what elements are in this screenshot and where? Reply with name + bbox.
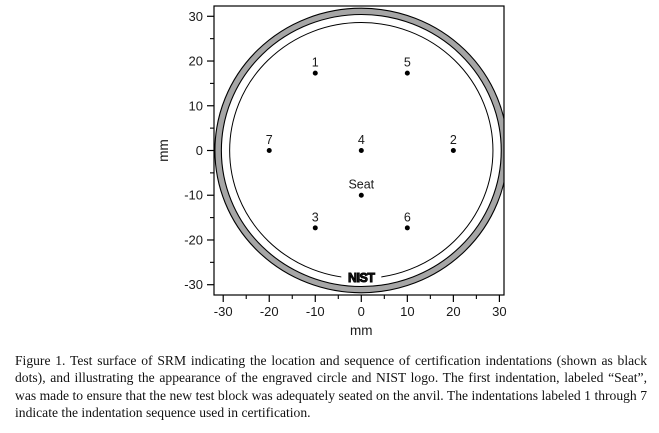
outer-ring-inner-edge (220, 13, 502, 288)
x-tick-label: 20 (446, 304, 460, 319)
y-tick-label: 10 (189, 98, 203, 113)
plot-interior: NIST (214, 7, 504, 294)
data-point-5 (404, 70, 410, 76)
point-label-6: 6 (404, 210, 411, 224)
point-label-4: 4 (358, 133, 365, 147)
logo-background (341, 270, 382, 285)
data-point-2 (450, 148, 456, 153)
point-label-3: 3 (312, 210, 319, 224)
data-point-7 (266, 148, 272, 153)
x-axis-label: mm (350, 323, 373, 338)
y-tick-label: -20 (184, 232, 203, 247)
srm-test-surface-plot: NIST 1 5 7 4 2 Seat 3 6 -30 -20 -10 0 10 20 30 -30 -20 -10… (156, 5, 507, 338)
x-tick-label: 0 (358, 304, 365, 319)
y-tick-label: 30 (189, 9, 203, 24)
point-label-5: 5 (404, 56, 411, 70)
point-label-2: 2 (450, 133, 457, 147)
point-label-7: 7 (266, 133, 273, 147)
data-point-3 (312, 225, 318, 231)
figure-caption: Figure 1. Test surface of SRM indicating… (15, 353, 647, 421)
outer-ring-outer-edge (214, 7, 504, 294)
x-tick-label: -30 (214, 304, 233, 319)
x-tick-label: -10 (306, 304, 325, 319)
y-tick-label: -10 (184, 188, 203, 203)
nist-logo: NIST (348, 271, 375, 285)
x-tick-label: -20 (260, 304, 279, 319)
x-tick-label: 10 (400, 304, 414, 319)
y-axis-label: mm (156, 139, 171, 162)
y-tick-label: 0 (196, 143, 203, 158)
data-point-4 (358, 148, 364, 153)
point-label-seat: Seat (348, 178, 374, 192)
outer-ring-band (215, 8, 504, 293)
data-point-seat (358, 192, 364, 198)
y-tick-label: 20 (189, 54, 203, 69)
x-tick-label: 30 (492, 304, 506, 319)
data-point-6 (404, 225, 410, 231)
data-point-1 (312, 70, 318, 76)
point-label-1: 1 (312, 56, 319, 70)
y-tick-label: -30 (184, 277, 203, 292)
